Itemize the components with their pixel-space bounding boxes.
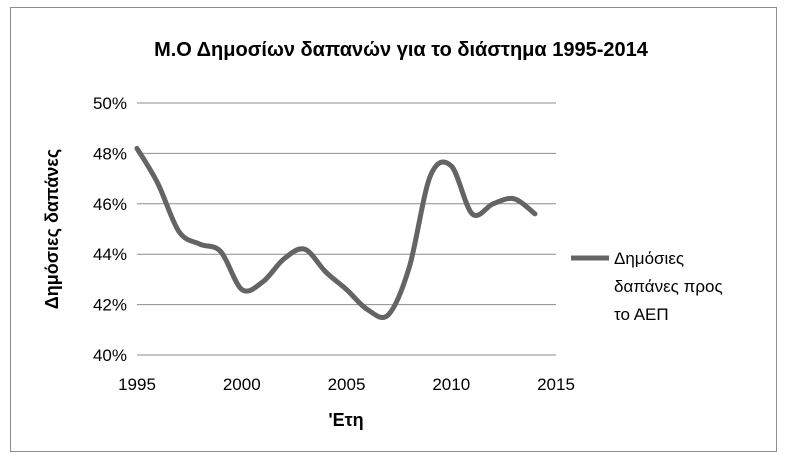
y-tick-label: 48% — [93, 144, 127, 163]
y-tick-label: 42% — [93, 296, 127, 315]
y-tick-label: 46% — [93, 195, 127, 214]
y-axis-label: Δημόσιες δαπάνες — [42, 149, 62, 309]
y-tick-labels: 40% 42% 44% 46% 48% 50% — [93, 94, 127, 365]
x-tick-label: 2010 — [432, 375, 470, 394]
chart-frame — [10, 7, 777, 452]
legend-line-1: Δημόσιες — [614, 249, 684, 268]
x-tick-label: 2005 — [328, 375, 366, 394]
x-tick-label: 2015 — [537, 375, 575, 394]
x-tick-labels: 1995 2000 2005 2010 2015 — [118, 375, 575, 394]
chart-title: Μ.Ο Δημοσίων δαπανών για το διάστημα 199… — [154, 39, 649, 61]
legend-line-2: δαπάνες προς — [614, 277, 723, 296]
y-tick-label: 44% — [93, 245, 127, 264]
gridlines — [137, 102, 556, 356]
legend-label: Δημόσιες δαπάνες προς το ΑΕΠ — [614, 249, 727, 324]
y-tick-label: 50% — [93, 94, 127, 113]
x-axis-label: 'Ετη — [328, 410, 363, 430]
y-tick-label: 40% — [93, 346, 127, 365]
x-tick-label: 1995 — [118, 375, 156, 394]
legend: Δημόσιες δαπάνες προς το ΑΕΠ — [571, 249, 727, 324]
series-line — [134, 145, 538, 320]
x-tick-label: 2000 — [223, 375, 261, 394]
legend-line-3: το ΑΕΠ — [614, 305, 669, 324]
